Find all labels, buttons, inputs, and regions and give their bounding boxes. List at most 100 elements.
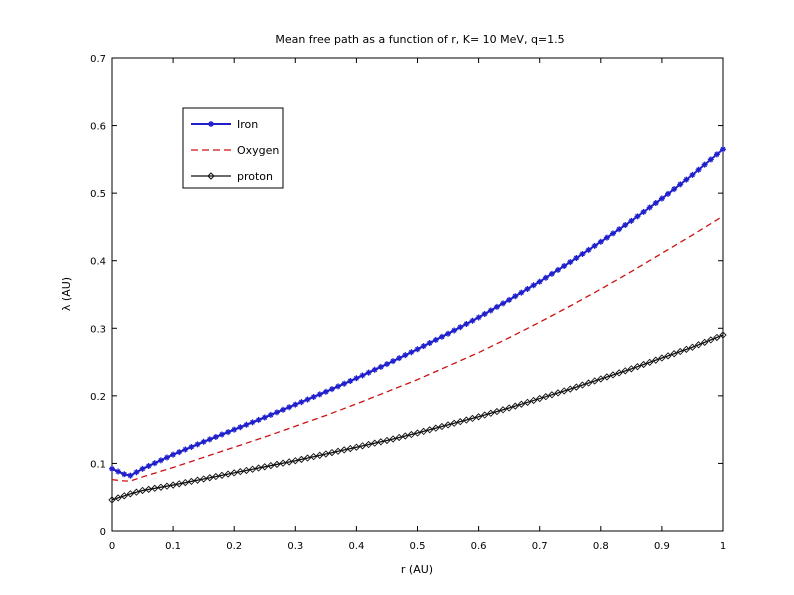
data-point: [627, 365, 635, 373]
data-point: [518, 289, 525, 296]
data-point: [628, 217, 635, 224]
data-point: [560, 387, 568, 395]
data-point: [468, 414, 477, 423]
data-point: [273, 460, 281, 469]
data-point: [377, 363, 384, 370]
data-point: [578, 381, 587, 389]
legend-marker: [207, 172, 215, 180]
data-point: [689, 171, 696, 178]
data-point: [139, 465, 146, 472]
data-point: [530, 282, 537, 289]
data-point: [572, 383, 580, 391]
data-point: [151, 484, 159, 492]
data-point: [487, 409, 495, 417]
data-point: [346, 444, 354, 453]
data-point: [529, 396, 538, 405]
data-point: [267, 461, 275, 470]
data-point: [371, 366, 378, 373]
data-point: [114, 494, 122, 502]
data-point: [145, 485, 153, 494]
data-point: [713, 333, 721, 342]
data-point: [401, 432, 409, 440]
data-point: [163, 454, 170, 461]
data-point: [438, 333, 445, 340]
data-point: [358, 442, 367, 450]
data-point: [688, 343, 697, 351]
data-point: [261, 414, 268, 421]
data-point: [426, 340, 433, 347]
data-point: [523, 398, 532, 406]
data-point: [414, 346, 421, 353]
data-point: [451, 327, 458, 334]
data-point: [567, 259, 574, 266]
data-point: [187, 477, 196, 486]
data-point: [280, 406, 287, 413]
data-point: [475, 314, 482, 321]
data-point: [506, 296, 513, 303]
data-point: [639, 360, 648, 369]
data-point: [273, 409, 280, 416]
data-point: [664, 352, 672, 360]
x-tick-label: 0.5: [410, 541, 426, 552]
data-point: [445, 330, 452, 337]
data-point: [304, 396, 311, 403]
data-point: [463, 320, 470, 327]
data-point: [255, 416, 262, 423]
data-point: [200, 475, 208, 483]
data-point: [255, 464, 263, 472]
data-point: [347, 377, 354, 384]
data-point: [334, 447, 342, 455]
data-point: [328, 386, 335, 393]
data-point: [665, 190, 672, 197]
y-tick-label: 0.1: [90, 459, 106, 470]
data-point: [542, 393, 550, 401]
x-tick-label: 0.4: [348, 541, 364, 552]
x-tick-label: 0.6: [471, 541, 487, 552]
data-point: [633, 363, 642, 371]
series-layer: [108, 146, 727, 504]
data-point: [169, 481, 177, 489]
data-point: [352, 443, 361, 451]
data-point: [396, 355, 403, 362]
data-point: [286, 404, 293, 411]
y-tick-label: 0.6: [90, 122, 106, 133]
y-tick-label: 0: [100, 527, 106, 538]
data-point: [206, 436, 213, 443]
data-point: [677, 181, 684, 188]
data-point: [682, 345, 690, 354]
data-point: [108, 496, 116, 504]
data-point: [383, 361, 390, 368]
axis-ticks: 0 0.1 0.2 0.3 0.4 0.5 0.6 0.7 0.8 0.9 1 0 0.1 0.2 0.3 0…: [90, 54, 726, 552]
data-point: [359, 372, 366, 379]
data-point: [548, 270, 555, 277]
data-point: [658, 354, 666, 362]
data-point: [115, 468, 122, 475]
data-point: [322, 388, 329, 395]
data-point: [242, 466, 251, 475]
legend: Iron Oxygen proton: [182, 107, 284, 189]
data-point: [145, 462, 152, 469]
data-point: [316, 391, 323, 398]
data-point: [536, 278, 543, 285]
data-point: [652, 200, 659, 207]
data-point: [573, 255, 580, 262]
data-point: [584, 379, 593, 387]
y-tick-label: 0.3: [90, 324, 106, 335]
data-point: [683, 176, 690, 183]
data-point: [707, 336, 715, 344]
data-point: [500, 300, 507, 307]
data-point: [402, 352, 409, 359]
data-point: [249, 419, 256, 426]
data-point: [622, 222, 629, 229]
data-point: [212, 433, 219, 440]
data-point: [432, 336, 439, 343]
data-point: [230, 469, 238, 477]
data-point: [640, 208, 647, 215]
data-point: [322, 450, 330, 458]
data-point: [303, 454, 312, 462]
data-point: [206, 474, 214, 482]
x-axis-label: r (AU): [401, 563, 433, 576]
data-point: [438, 422, 446, 431]
data-point: [383, 436, 391, 445]
chart-title: Mean free path as a function of r, K= 10…: [275, 33, 564, 46]
